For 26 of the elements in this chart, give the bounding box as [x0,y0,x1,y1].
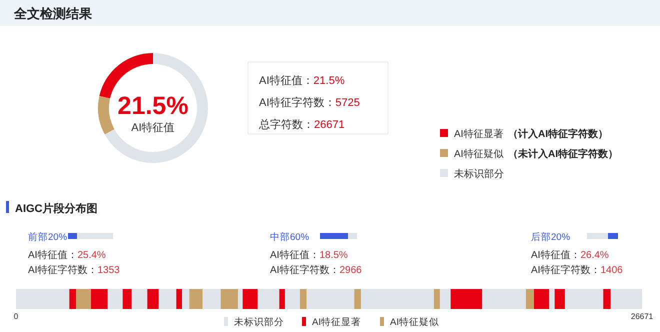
legend-label: AI特征疑似 [390,316,439,328]
text: AI特征值：18.5% [270,249,348,261]
legend-label: AI特征显著 [454,128,504,140]
text: 21.5% [118,92,188,120]
text: （未计入AI特征字符数） [508,148,618,160]
text: AI特征字符数：5725 [259,96,360,109]
text: 后部20% [531,231,571,243]
text: AI特征值 [131,122,175,134]
text: 总字符数：26671 [258,118,345,131]
text: AI特征值：21.5% [259,75,345,87]
text: 中部60% [270,231,310,243]
text: AI特征字符数：2966 [270,264,362,276]
text: AI特征字符数：1353 [28,264,120,276]
legend-label: 未标识部分 [234,316,284,328]
text: AI特征值：26.4% [531,249,609,261]
chart-title: AIGC片段分布图 [15,202,98,215]
legend-label: AI特征疑似 [454,148,504,160]
legend-label: AI特征显著 [312,316,361,328]
text: AI特征值：25.4% [28,249,106,261]
x-tick-label: 26671 [630,312,654,321]
text: （计入AI特征字符数） [508,128,608,140]
text: 前部20% [28,231,68,243]
text: AI特征字符数：1406 [531,264,624,276]
legend-label: 未标识部分 [454,168,504,180]
x-tick-label: 0 [14,312,19,321]
chart-title: 全文检测结果 [13,6,93,21]
